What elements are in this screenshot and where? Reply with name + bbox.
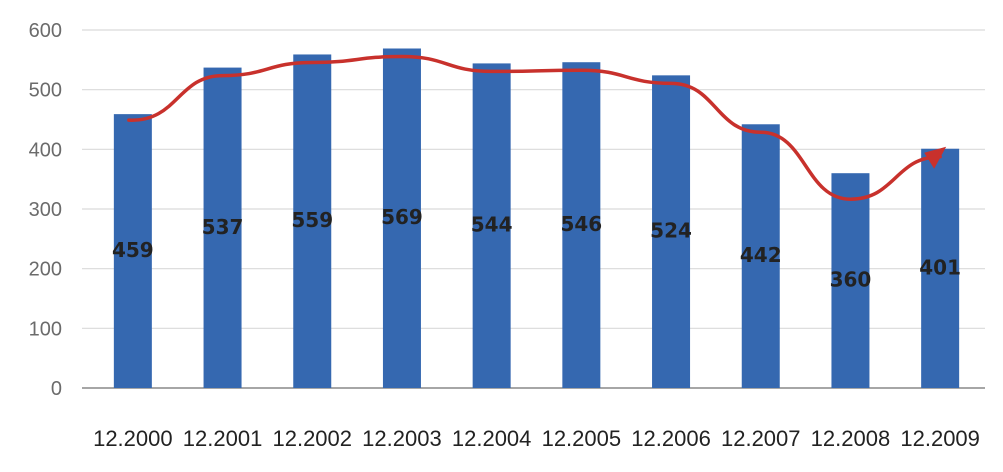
bar <box>472 63 511 389</box>
bar <box>562 62 601 388</box>
y-tick-label: 200 <box>29 259 62 281</box>
y-tick-label: 600 <box>29 20 62 42</box>
data-label: 569 <box>381 205 423 229</box>
y-tick-label: 0 <box>51 378 62 400</box>
data-label: 442 <box>740 243 782 267</box>
bar <box>203 67 242 388</box>
bar <box>741 124 780 389</box>
x-tick-label: 12.2004 <box>452 426 532 451</box>
data-label: 524 <box>650 219 692 243</box>
data-label: 360 <box>830 268 872 292</box>
trend-arrowhead <box>924 146 947 169</box>
trend-line <box>127 54 942 201</box>
data-label: 537 <box>202 215 244 239</box>
bar <box>652 75 691 388</box>
bar <box>921 148 960 388</box>
data-label: 546 <box>560 212 602 236</box>
x-tick-label: 12.2008 <box>811 426 891 451</box>
y-tick-label: 400 <box>29 139 62 161</box>
x-tick-label: 12.2002 <box>272 426 352 451</box>
x-tick-label: 12.2000 <box>93 426 173 451</box>
data-label: 544 <box>471 213 513 237</box>
bar <box>831 173 870 388</box>
bar <box>293 54 332 389</box>
x-tick-label: 12.2009 <box>900 426 980 451</box>
x-tick-label: 12.2005 <box>542 426 622 451</box>
y-tick-label: 100 <box>29 318 62 340</box>
bar <box>382 48 421 388</box>
bar <box>113 114 152 388</box>
data-label: 459 <box>112 238 154 262</box>
x-tick-label: 12.2007 <box>721 426 801 451</box>
y-tick-label: 500 <box>29 80 62 102</box>
x-tick-label: 12.2001 <box>183 426 263 451</box>
data-label: 559 <box>291 208 333 232</box>
y-tick-label: 300 <box>29 199 62 221</box>
x-tick-label: 12.2006 <box>631 426 711 451</box>
data-label: 401 <box>919 255 961 279</box>
x-tick-label: 12.2003 <box>362 426 442 451</box>
